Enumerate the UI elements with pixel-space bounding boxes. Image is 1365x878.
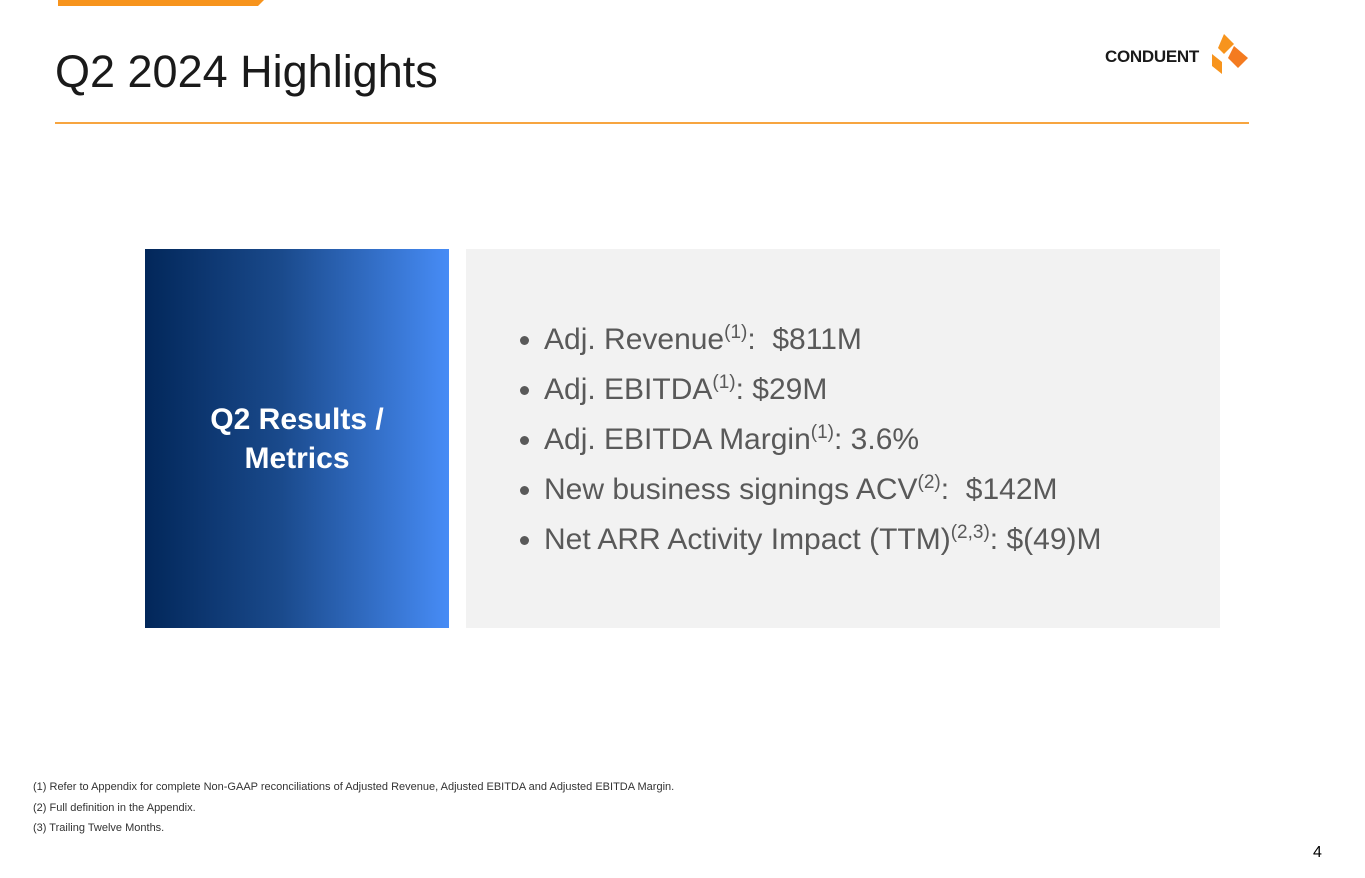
accent-tab xyxy=(58,0,264,6)
metrics-panel: Adj. Revenue(1): $811MAdj. EBITDA(1): $2… xyxy=(466,249,1220,628)
bullet-text: Net ARR Activity Impact (TTM) xyxy=(544,523,951,556)
bullet: New business signings ACV(2): $142M xyxy=(544,465,1102,515)
bullet-value: : $811M xyxy=(747,323,862,356)
footnote: (2) Full definition in the Appendix. xyxy=(33,801,196,814)
logo-icon xyxy=(1212,34,1248,74)
bullet-text: Adj. EBITDA Margin xyxy=(544,423,811,456)
bullet-footnote-ref: (2,3) xyxy=(950,522,990,543)
bullet-footnote-ref: (1) xyxy=(712,372,736,393)
bullet-value: : $29M xyxy=(735,373,828,406)
panel-label: Q2 Results / Metrics xyxy=(210,402,384,475)
bullet-text: Adj. EBITDA xyxy=(544,373,713,406)
bullet-text: New business signings ACV xyxy=(544,473,918,506)
footnotes: (1) Refer to Appendix for complete Non-G… xyxy=(33,777,674,839)
bullet-footnote-ref: (1) xyxy=(724,322,748,343)
bullet-text: Adj. Revenue xyxy=(544,323,725,356)
title-rule xyxy=(55,122,1249,124)
logo-text: CONDUENT xyxy=(1105,47,1199,66)
bullet: Adj. Revenue(1): $811M xyxy=(544,315,1102,365)
page-number: 4 xyxy=(1313,844,1322,861)
bullet-footnote-ref: (2) xyxy=(917,472,941,493)
bullet: Net ARR Activity Impact (TTM)(2,3): $(49… xyxy=(544,515,1102,565)
bullet-value: : $142M xyxy=(940,473,1058,506)
footnote: (1) Refer to Appendix for complete Non-G… xyxy=(33,781,675,793)
bullet-value: : $(49)M xyxy=(989,523,1102,556)
bullet-value: : 3.6% xyxy=(834,423,920,456)
bullet: Adj. EBITDA(1): $29M xyxy=(544,365,1102,415)
bullet-footnote-ref: (1) xyxy=(810,422,834,443)
bullet-list: Adj. Revenue(1): $811MAdj. EBITDA(1): $2… xyxy=(466,315,1102,565)
footnote: (3) Trailing Twelve Months. xyxy=(33,822,165,834)
section-panel: Q2 Results / Metrics xyxy=(145,249,449,628)
bullet: Adj. EBITDA Margin(1): 3.6% xyxy=(544,415,1102,465)
slide-title: Q2 2024 Highlights xyxy=(55,46,438,97)
